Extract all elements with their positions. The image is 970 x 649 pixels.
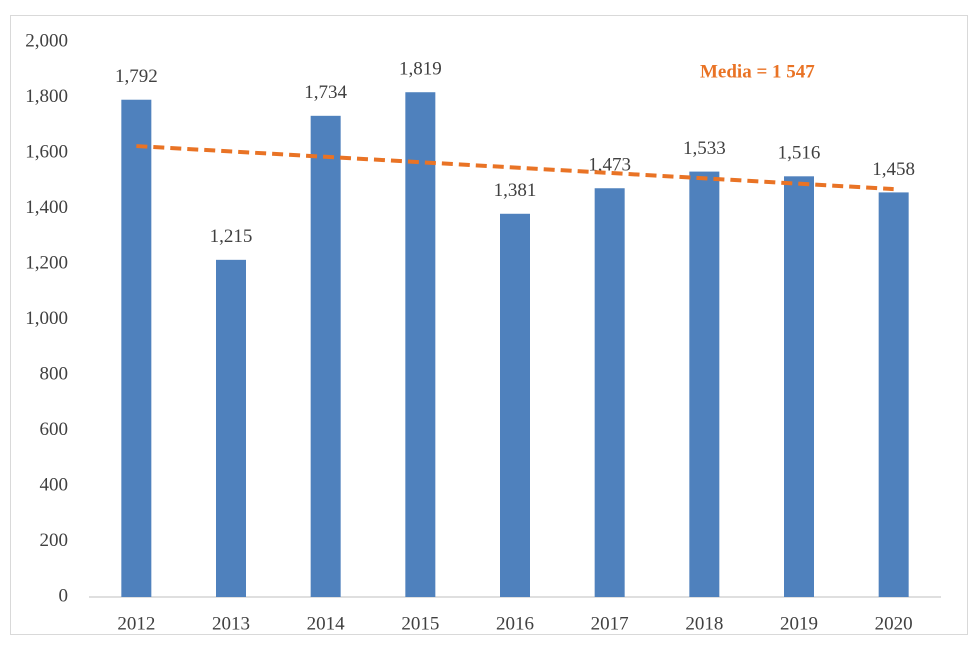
- y-tick-label: 200: [40, 530, 69, 551]
- y-tick-label: 1,400: [25, 197, 68, 218]
- x-tick-label: 2012: [117, 613, 155, 634]
- data-label: 1,819: [399, 59, 442, 80]
- y-tick-label: 400: [40, 474, 69, 495]
- data-label: 1,533: [683, 138, 726, 159]
- y-tick-label: 0: [59, 585, 69, 606]
- x-tick-label: 2019: [780, 613, 818, 634]
- chart-frame: [10, 15, 968, 635]
- annotation: Media = 1 547: [700, 61, 815, 82]
- data-label: 1,516: [778, 143, 821, 164]
- y-tick-label: 800: [40, 363, 69, 384]
- data-label: 1,734: [304, 82, 347, 103]
- bar: [405, 92, 436, 597]
- x-tick-label: 2020: [875, 613, 913, 634]
- bar: [878, 192, 909, 597]
- trend-line: [136, 144, 894, 192]
- x-tick-label: 2014: [307, 613, 346, 634]
- bar: [500, 213, 530, 597]
- x-tick-label: 2018: [685, 613, 723, 634]
- bar: [784, 176, 814, 597]
- y-tick-label: 1,000: [25, 308, 68, 329]
- data-label: 1,792: [115, 66, 158, 87]
- x-tick-label: 2016: [496, 613, 534, 634]
- data-label: 1,215: [210, 226, 253, 247]
- bar: [310, 115, 341, 597]
- y-tick-label: 1,600: [25, 141, 68, 162]
- bar: [216, 259, 246, 597]
- y-tick-label: 2,000: [25, 30, 68, 51]
- bar: [121, 99, 152, 597]
- data-label: 1,381: [494, 180, 537, 201]
- y-tick-label: 1,200: [25, 252, 68, 273]
- x-tick-label: 2015: [401, 613, 439, 634]
- bar: [594, 188, 625, 597]
- y-tick-label: 1,800: [25, 86, 68, 107]
- bar: [689, 171, 720, 597]
- x-tick-label: 2013: [212, 613, 250, 634]
- data-label: 1,458: [872, 159, 915, 180]
- y-tick-label: 600: [40, 419, 69, 440]
- x-tick-label: 2017: [591, 613, 629, 634]
